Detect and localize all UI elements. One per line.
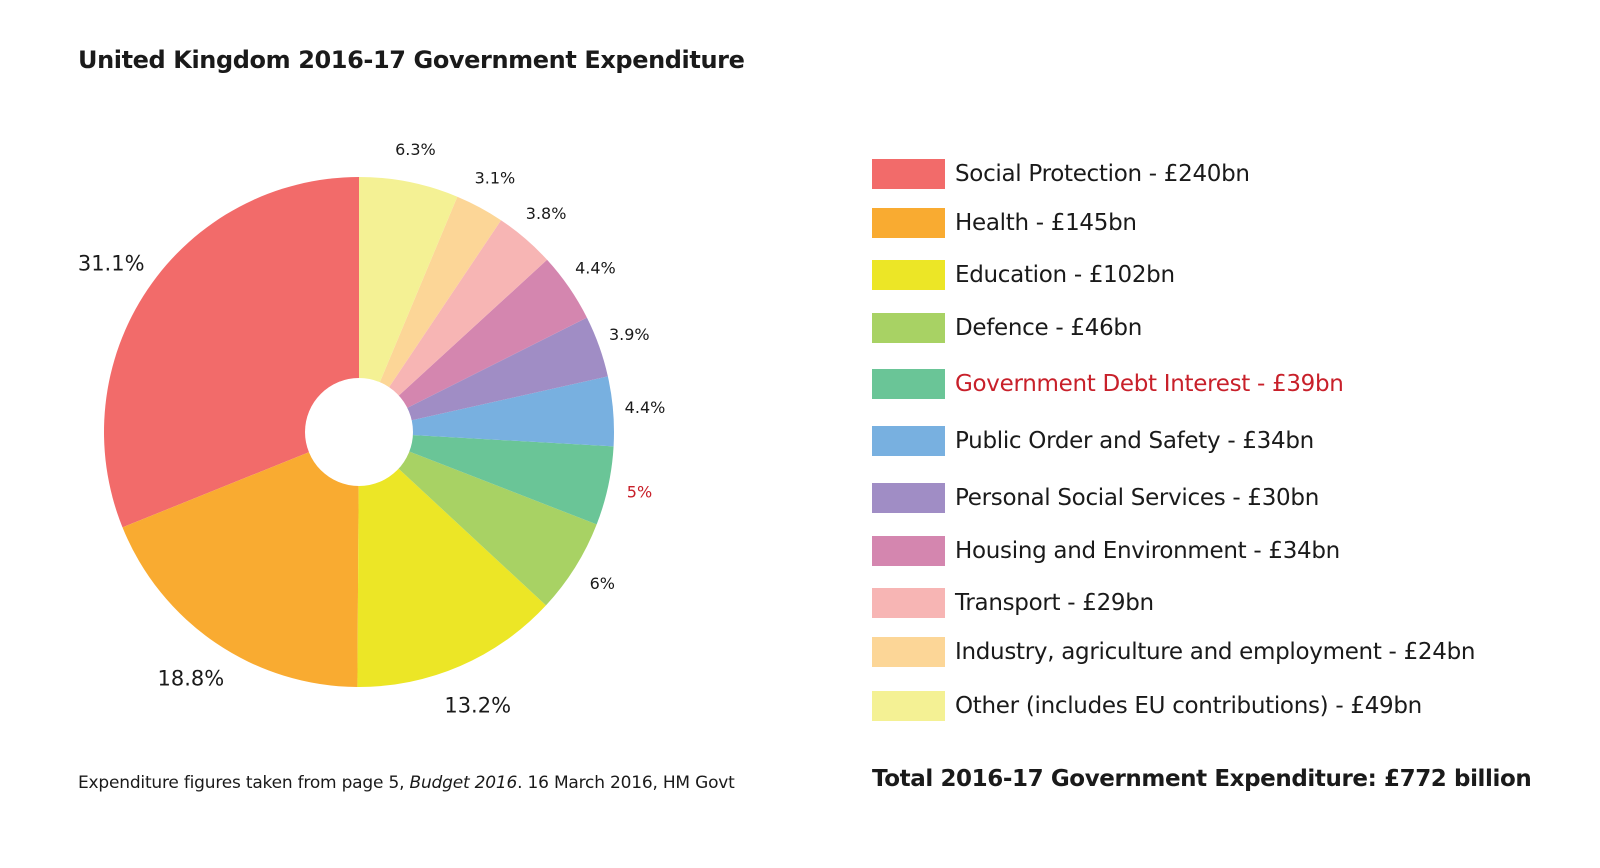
pie-chart: 31.1% 18.8% 13.2% 6% 5% 4.4% 3.9% 4.4% 3.8% 3.1% 6… xyxy=(78,140,666,717)
pie-slice-social-protection xyxy=(103,177,360,528)
legend-label-government-debt-interest: Government Debt Interest - £39bn xyxy=(955,371,1344,397)
pie-slice-defence xyxy=(359,432,597,606)
legend-item-personal-social-services: Personal Social Services - £30bn xyxy=(872,482,1319,514)
legend-swatch-housing-and-environment xyxy=(872,536,945,566)
pie-slice-industry-agriculture-and-employment xyxy=(359,196,501,432)
legend-swatch-government-debt-interest xyxy=(872,369,945,399)
total-expenditure: Total 2016-17 Government Expenditure: £7… xyxy=(872,766,1532,792)
slice-percent-label-industry-agriculture-and-employment: 3.1% xyxy=(475,169,516,188)
legend-label-defence: Defence - £46bn xyxy=(955,315,1142,341)
legend-item-education: Education - £102bn xyxy=(872,259,1175,291)
pie-slice-education xyxy=(357,432,546,687)
chart-title: United Kingdom 2016-17 Government Expend… xyxy=(78,46,745,74)
slice-percent-label-public-order-and-safety: 4.4% xyxy=(625,398,666,417)
legend-swatch-defence xyxy=(872,313,945,343)
legend-label-industry-agriculture-employment: Industry, agriculture and employment - £… xyxy=(955,639,1476,665)
footnote-text-before: Expenditure figures taken from page 5, xyxy=(78,773,410,793)
legend-swatch-public-order-and-safety xyxy=(872,426,945,456)
legend-label-transport: Transport - £29bn xyxy=(955,590,1154,616)
pie-slice-housing-and-environment xyxy=(359,259,587,432)
pie-slice-health xyxy=(122,432,359,687)
footnote-text-after: . 16 March 2016, HM Govt xyxy=(517,773,735,793)
legend-label-other: Other (includes EU contributions) - £49b… xyxy=(955,693,1422,719)
legend-item-industry-agriculture-employment: Industry, agriculture and employment - £… xyxy=(872,636,1475,668)
legend-item-other: Other (includes EU contributions) - £49b… xyxy=(872,690,1422,722)
legend-swatch-personal-social-services xyxy=(872,483,945,513)
legend: Social Protection - £240bn Health - £145… xyxy=(872,0,1572,868)
slice-percent-label-health: 18.8% xyxy=(158,666,225,690)
legend-label-health: Health - £145bn xyxy=(955,210,1137,236)
legend-item-housing-and-environment: Housing and Environment - £34bn xyxy=(872,535,1340,567)
legend-label-education: Education - £102bn xyxy=(955,262,1175,288)
legend-item-government-debt-interest: Government Debt Interest - £39bn xyxy=(872,368,1344,400)
legend-swatch-health xyxy=(872,208,945,238)
slice-percent-label-housing-and-environment: 4.4% xyxy=(575,259,616,278)
legend-item-defence: Defence - £46bn xyxy=(872,312,1142,344)
legend-label-personal-social-services: Personal Social Services - £30bn xyxy=(955,485,1319,511)
legend-swatch-transport xyxy=(872,588,945,618)
legend-swatch-education xyxy=(872,260,945,290)
legend-item-health: Health - £145bn xyxy=(872,207,1137,239)
legend-swatch-other xyxy=(872,691,945,721)
pie-slice-transport xyxy=(359,220,548,432)
legend-swatch-social-protection xyxy=(872,159,945,189)
legend-swatch-industry-agriculture-employment xyxy=(872,637,945,667)
legend-label-housing-and-environment: Housing and Environment - £34bn xyxy=(955,538,1340,564)
slice-percent-label-social-protection: 31.1% xyxy=(78,252,145,276)
slice-percent-label-transport: 3.8% xyxy=(526,204,567,223)
slice-percent-label-government-debt-interest: 5% xyxy=(627,482,652,501)
legend-item-social-protection: Social Protection - £240bn xyxy=(872,158,1250,190)
pie-slice-personal-social-services xyxy=(359,317,608,432)
slice-percent-label-other-includes-eu-contributions: 6.3% xyxy=(395,140,436,159)
legend-label-public-order-and-safety: Public Order and Safety - £34bn xyxy=(955,428,1314,454)
slice-percent-label-personal-social-services: 3.9% xyxy=(609,325,650,344)
legend-label-social-protection: Social Protection - £240bn xyxy=(955,161,1250,187)
slice-percent-label-defence: 6% xyxy=(590,574,615,593)
pie-slice-other-includes-eu-contributions xyxy=(359,177,458,432)
footnote-publication: Budget 2016 xyxy=(409,773,518,793)
donut-hole xyxy=(305,378,413,486)
source-footnote: Expenditure figures taken from page 5, B… xyxy=(78,773,735,793)
slice-percent-label-education: 13.2% xyxy=(444,693,511,717)
pie-slice-public-order-and-safety xyxy=(359,376,614,447)
pie-slice-government-debt-interest xyxy=(359,432,614,525)
legend-item-public-order-and-safety: Public Order and Safety - £34bn xyxy=(872,425,1314,457)
legend-item-transport: Transport - £29bn xyxy=(872,587,1154,619)
